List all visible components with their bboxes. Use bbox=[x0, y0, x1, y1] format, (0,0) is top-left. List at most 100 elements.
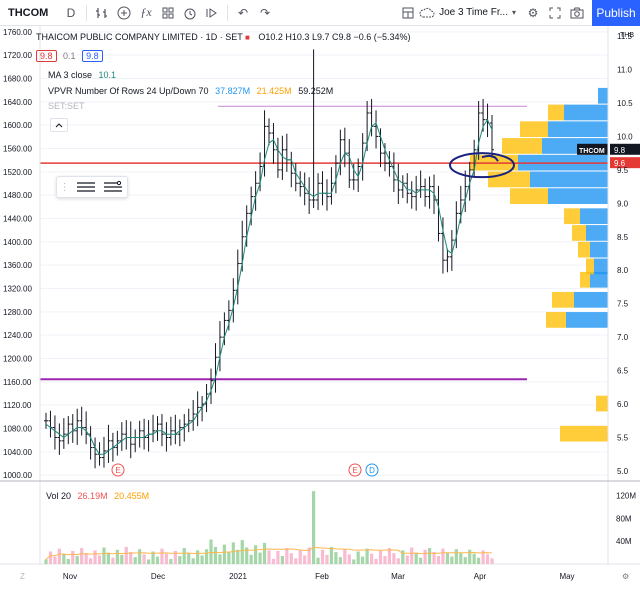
volume-bar bbox=[477, 557, 481, 564]
right-tick-label: 7.0 bbox=[617, 333, 629, 342]
left-tick-label: 1480.00 bbox=[3, 191, 32, 200]
volume-bar bbox=[89, 558, 93, 564]
volume-bar bbox=[419, 557, 423, 564]
drag-handle-icon[interactable]: ⋮ bbox=[59, 181, 70, 193]
volume-tick-label: 80M bbox=[616, 514, 632, 523]
right-tick-label: 7.5 bbox=[617, 300, 629, 309]
volume-bar bbox=[249, 554, 253, 564]
volume-bar bbox=[325, 554, 329, 564]
right-tick-label: 9.0 bbox=[617, 199, 629, 208]
vpvr-label: VPVR Number Of Rows 24 Up/Down 70 bbox=[48, 86, 209, 96]
trend-lines-icon[interactable] bbox=[102, 180, 124, 194]
volume-bar bbox=[71, 550, 75, 564]
buy-price-box[interactable]: 9.8 bbox=[82, 50, 103, 62]
left-tick-label: 1640.00 bbox=[3, 98, 32, 107]
volume-bar bbox=[133, 557, 137, 564]
line-price-box bbox=[610, 157, 640, 169]
compare-add-icon[interactable] bbox=[113, 2, 135, 24]
left-tick-label: 1680.00 bbox=[3, 75, 32, 84]
redo-icon[interactable]: ↷ bbox=[259, 5, 271, 20]
horizontal-lines-icon[interactable] bbox=[75, 180, 97, 194]
fullscreen-icon[interactable] bbox=[544, 2, 566, 24]
left-tick-label: 1360.00 bbox=[3, 261, 32, 270]
collapse-legend-button[interactable] bbox=[50, 118, 68, 132]
left-tick-label: 1040.00 bbox=[3, 448, 32, 457]
line-price-label: 9.6 bbox=[614, 159, 626, 168]
vpvr-up-bar bbox=[530, 171, 608, 188]
volume-bar bbox=[129, 552, 133, 564]
top-toolbar: THCOM D ƒx ↶ ↷ Joe 3 Time Fr... ▾ ⚙ Publ… bbox=[0, 0, 640, 26]
publish-button[interactable]: Publish bbox=[592, 0, 640, 26]
time-tick-label: Apr bbox=[474, 572, 487, 581]
time-tick-label: Nov bbox=[63, 572, 77, 581]
volume-bar bbox=[227, 552, 231, 564]
volume-bar bbox=[463, 557, 467, 564]
replay-icon[interactable] bbox=[201, 2, 223, 24]
volume-bar bbox=[468, 549, 472, 564]
volume-bar bbox=[450, 556, 454, 564]
vol-value: 26.19M bbox=[77, 491, 108, 501]
volume-bar bbox=[267, 550, 271, 564]
left-tick-label: 1720.00 bbox=[3, 51, 32, 60]
bar-style-icon[interactable] bbox=[91, 2, 113, 24]
sell-price-box[interactable]: 9.8 bbox=[36, 50, 57, 62]
volume-bar bbox=[365, 548, 369, 564]
left-tick-label: 1120.00 bbox=[3, 401, 32, 410]
symbol-search[interactable]: THCOM bbox=[8, 6, 49, 19]
layout-select-icon[interactable] bbox=[397, 2, 419, 24]
vpvr-total: 59.252M bbox=[298, 86, 334, 96]
volume-bar bbox=[191, 558, 195, 564]
settings-gear-icon[interactable]: ⚙ bbox=[527, 5, 539, 20]
left-tick-label: 1440.00 bbox=[3, 215, 32, 224]
volume-bar bbox=[53, 556, 57, 564]
volume-bar bbox=[459, 553, 463, 564]
volume-bar bbox=[240, 540, 244, 564]
volume-bar bbox=[245, 547, 249, 564]
drawing-tool-panel[interactable]: ⋮ bbox=[56, 176, 128, 198]
vpvr-down-bar bbox=[580, 271, 590, 288]
volume-bar bbox=[115, 549, 119, 564]
indicators-icon[interactable]: ƒx bbox=[140, 5, 152, 19]
volume-bar bbox=[204, 549, 209, 564]
volume-bar bbox=[369, 553, 374, 564]
undo-icon[interactable]: ↶ bbox=[237, 5, 249, 20]
volume-bar bbox=[75, 556, 79, 564]
camera-icon[interactable] bbox=[566, 2, 588, 24]
event-marker bbox=[365, 463, 379, 477]
right-tick-label: 11.0 bbox=[617, 65, 633, 74]
left-tick-label: 1000.00 bbox=[3, 471, 32, 480]
alert-clock-icon[interactable] bbox=[179, 2, 201, 24]
volume-bar bbox=[387, 548, 392, 564]
chart-area[interactable]: THCOM 9.8 9.6 E E D 1000.00 1040.00 1080.00 1120… bbox=[0, 26, 640, 586]
volume-bar bbox=[124, 546, 128, 564]
vpvr-down-bar bbox=[510, 188, 548, 204]
volume-bar bbox=[312, 491, 316, 564]
symbol-label-bg bbox=[577, 143, 608, 155]
price-chart-svg[interactable]: THCOM 9.8 9.6 E E D 1000.00 1040.00 1080.00 1120… bbox=[0, 26, 640, 586]
vpvr-down-bar bbox=[546, 312, 566, 328]
vpvr-up-bar bbox=[574, 291, 608, 308]
vpvr-up-bar bbox=[590, 241, 608, 258]
volume-bar bbox=[155, 556, 160, 564]
volume-bar bbox=[44, 559, 48, 564]
volume-bar bbox=[405, 555, 409, 564]
right-tick-label: 9.5 bbox=[617, 166, 629, 175]
templates-icon[interactable] bbox=[157, 2, 179, 24]
interval-button[interactable]: D bbox=[66, 5, 76, 20]
volume-bar bbox=[378, 550, 383, 564]
volume-bar bbox=[276, 550, 280, 564]
volume-bar bbox=[343, 549, 347, 564]
event-label: D bbox=[369, 466, 375, 475]
volume-bar bbox=[120, 554, 124, 564]
volume-bar bbox=[258, 552, 262, 564]
volume-bar bbox=[307, 547, 311, 564]
time-tick-label: May bbox=[559, 572, 574, 581]
volume-bar bbox=[374, 558, 378, 564]
volume-bar bbox=[298, 550, 302, 564]
legend-main: THAICOM PUBLIC COMPANY LIMITED · 1D · SE… bbox=[36, 32, 411, 42]
right-tick-label: 11.5 bbox=[617, 32, 633, 41]
volume-bar bbox=[160, 548, 164, 564]
volume-bar bbox=[356, 551, 360, 564]
volume-bar bbox=[485, 554, 490, 564]
layout-name[interactable]: Joe 3 Time Fr... ▾ bbox=[419, 7, 516, 19]
